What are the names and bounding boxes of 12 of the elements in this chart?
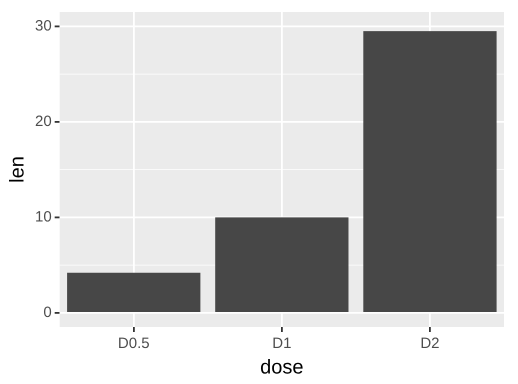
y-tick-label: 0	[43, 304, 52, 322]
y-tick-label: 20	[34, 112, 52, 130]
y-axis-title: len	[6, 156, 29, 183]
x-tick-label: D2	[420, 335, 440, 352]
bar	[363, 31, 497, 312]
bar	[67, 272, 200, 312]
y-tick-label: 10	[34, 208, 52, 226]
bar	[215, 217, 348, 312]
y-tick-label: 30	[34, 17, 52, 34]
x-axis-title: dose	[260, 356, 304, 379]
x-tick-label: D0.5	[118, 335, 150, 352]
x-tick-label: D1	[272, 335, 292, 352]
